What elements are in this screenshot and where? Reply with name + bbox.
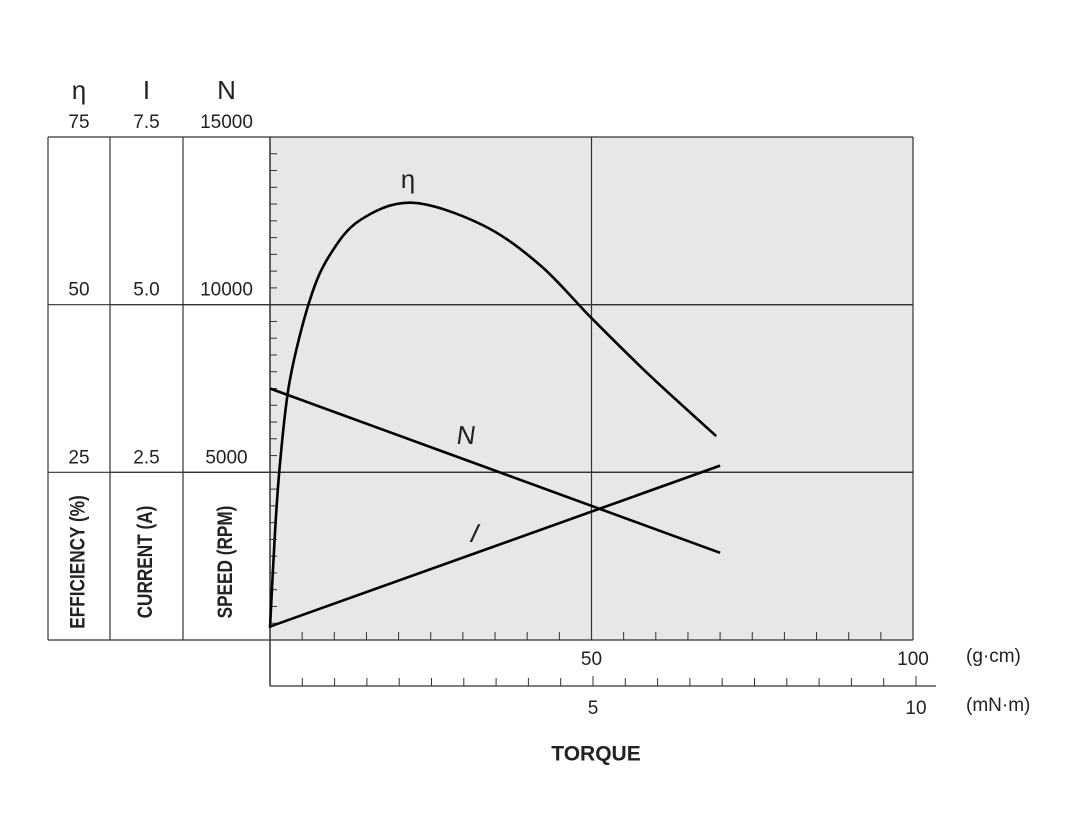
x-axis-title: TORQUE [551,743,640,766]
series-line [268,201,718,628]
y-axis-title: CURRENT (A) [135,506,158,619]
y-tick-label: 25 [68,447,89,468]
y-tick-label: 5.0 [133,280,159,301]
x2-unit: (mN·m) [966,695,1030,716]
x-tick-label: 50 [581,649,602,670]
y-tick-label: 2.5 [133,447,159,468]
axis-symbol: N [217,75,236,105]
series-label: η [401,164,415,194]
y-axis-title: EFFICIENCY (%) [67,495,90,629]
y-tick-label: 75 [68,112,89,133]
y-tick-label: 5000 [205,447,247,468]
y-tick-label: 15000 [200,112,253,133]
y-axis-title: SPEED (RPM) [215,506,238,619]
y-tick-label: 50 [68,280,89,301]
x2-tick-label: 10 [905,698,926,719]
axis-symbol: η [72,75,86,105]
x-tick-label: 100 [897,649,929,670]
series-line [269,464,721,628]
y-tick-label: 10000 [200,280,253,301]
table-frame [47,136,936,687]
x-unit: (g·cm) [966,646,1021,667]
axis-symbol: I [143,75,150,105]
x2-tick-label: 5 [588,698,599,719]
series-label: N [455,420,478,450]
y-tick-label: 7.5 [133,112,159,133]
series-line [269,387,721,555]
